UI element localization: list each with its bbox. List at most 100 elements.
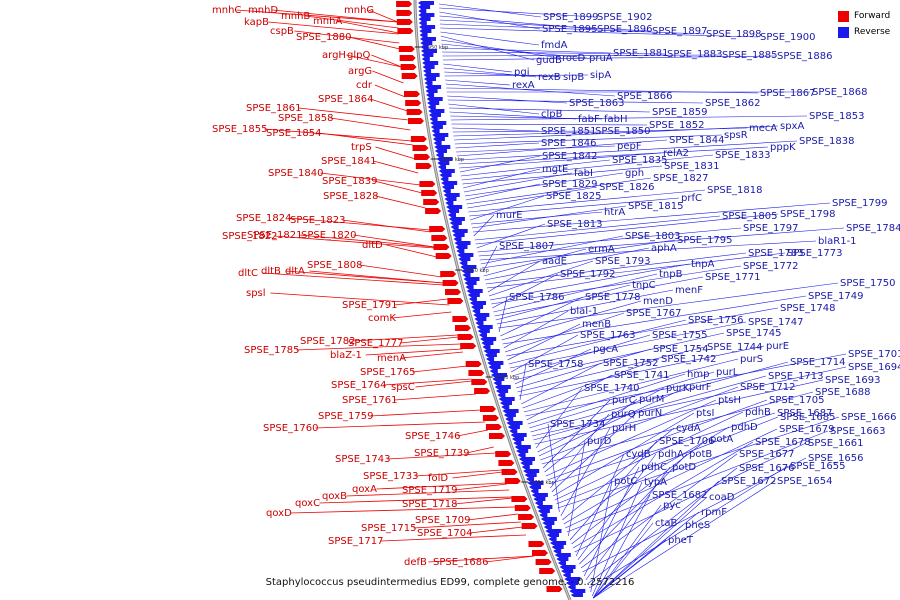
reverse-label-line: [554, 411, 744, 501]
reverse-feature: [470, 301, 486, 305]
gene-label-cydb: cydB: [626, 449, 651, 460]
gene-label-spse-1782: SPSE_1782: [300, 336, 356, 347]
reverse-label-line: [483, 248, 587, 277]
reverse-label-line: [592, 522, 654, 599]
gene-label-spse-1881: SPSE_1881: [613, 48, 669, 59]
forward-feature: [528, 541, 545, 547]
gene-label-spse-1886: SPSE_1886: [777, 51, 833, 62]
gene-label-purk: purK: [666, 383, 690, 394]
reverse-label-line: [481, 239, 676, 269]
tick-label-1800-kbp: 1800 kbp: [496, 375, 520, 381]
reverse-label-line: [531, 366, 847, 437]
tick-label-1900-kbp: 1900 kbp: [441, 157, 465, 163]
reverse-label-line: [566, 430, 829, 533]
reverse-feature: [418, 1, 434, 5]
reverse-feature: [445, 201, 454, 205]
gene-label-mgte: mgtE: [542, 164, 568, 175]
reverse-label-line: [458, 146, 769, 165]
gene-label-fabi: fabI: [574, 168, 593, 179]
reverse-label-line: [519, 363, 527, 401]
gene-label-spse-1756: SPSE_1756: [688, 315, 744, 326]
legend-entry-forward: Forward: [838, 8, 890, 24]
forward-feature: [532, 550, 548, 556]
reverse-label-line: [514, 348, 592, 385]
reverse-label-line: [523, 358, 739, 413]
gene-label-spsc: spsC: [391, 382, 415, 393]
gene-label-spse-1862: SPSE_1862: [705, 98, 761, 109]
gene-label-hmp: hmp: [687, 369, 709, 380]
reverse-label-line: [550, 413, 610, 489]
forward-label-line: [387, 452, 496, 460]
gene-label-spse-1897: SPSE_1897: [652, 26, 708, 37]
reverse-feature: [513, 441, 522, 445]
forward-feature: [465, 361, 482, 367]
reverse-label-line: [457, 140, 798, 161]
reverse-label-line: [444, 74, 589, 77]
gene-label-mnhb: mnhB: [281, 11, 310, 22]
gene-label-tnpa: tnpA: [691, 259, 715, 270]
reverse-label-line: [517, 346, 706, 393]
gene-label-pppk: pppK: [770, 142, 796, 153]
forward-label-line: [371, 54, 402, 68]
gene-label-kapb: kapB: [244, 17, 269, 28]
reverse-label-line: [547, 423, 560, 513]
gene-label-spse-1844: SPSE_1844: [669, 135, 725, 146]
reverse-feature: [427, 105, 436, 109]
gene-label-pota: potA: [710, 434, 733, 445]
reverse-feature: [461, 269, 474, 273]
gene-label-spse-1825: SPSE_1825: [546, 191, 602, 202]
forward-label-line: [386, 244, 437, 258]
gene-label-htra: htrA: [604, 207, 625, 218]
reverse-label-line: [526, 374, 613, 421]
reverse-feature: [454, 241, 471, 245]
gene-label-spse-1885: SPSE_1885: [722, 50, 778, 61]
reverse-feature: [436, 157, 453, 161]
forward-label-line: [368, 9, 398, 23]
gene-label-purh: purH: [612, 423, 636, 434]
reverse-feature: [487, 361, 504, 365]
gene-label-spse-1853: SPSE_1853: [809, 111, 865, 122]
gene-label-spse-1767: SPSE_1767: [626, 308, 682, 319]
forward-label-line: [413, 521, 522, 529]
reverse-feature: [481, 341, 494, 345]
reverse-label-line: [504, 312, 625, 353]
forward-feature: [406, 109, 423, 115]
forward-feature: [412, 145, 429, 151]
gene-label-spse-1778: SPSE_1778: [585, 292, 641, 303]
reverse-label-line: [560, 427, 611, 517]
forward-label-line: [352, 334, 459, 342]
reverse-label-line: [542, 399, 611, 469]
reverse-feature: [442, 185, 454, 189]
reverse-label-line: [440, 27, 759, 38]
gene-label-spse-1761: SPSE_1761: [342, 395, 398, 406]
reverse-label-line: [547, 399, 768, 481]
reverse-feature: [567, 585, 576, 589]
reverse-label-line: [541, 391, 814, 465]
reverse-label-line: [507, 323, 581, 361]
gene-label-sipb: sipB: [563, 72, 584, 83]
forward-feature: [423, 199, 440, 205]
gene-label-spse-1705: SPSE_1705: [769, 395, 825, 406]
gene-label-spse-1823: SPSE_1823: [290, 215, 346, 226]
gene-label-spse-1808: SPSE_1808: [307, 260, 363, 271]
gene-label-spsr: spsR: [724, 130, 748, 141]
gene-label-spse-1861: SPSE_1861: [246, 103, 302, 114]
reverse-feature: [429, 117, 438, 121]
gene-label-spse-1858: SPSE_1858: [278, 113, 334, 124]
gene-label-spse-1786: SPSE_1786: [509, 292, 565, 303]
gene-label-qoxc: qoxC: [295, 498, 320, 509]
reverse-label-line: [440, 31, 540, 46]
gene-label-spse-1793: SPSE_1793: [595, 256, 651, 267]
forward-feature: [539, 568, 556, 574]
gene-label-spse-1864: SPSE_1864: [318, 94, 374, 105]
gene-label-spse-1734: SPSE_1734: [550, 419, 606, 430]
reverse-label-line: [516, 348, 652, 389]
gene-label-pdhb: pdhB: [745, 407, 771, 418]
reverse-feature: [514, 445, 531, 449]
reverse-label-line: [538, 386, 688, 457]
reverse-label-line: [456, 139, 668, 157]
reverse-feature: [426, 97, 443, 101]
gene-label-rexa: rexA: [512, 80, 535, 91]
reverse-label-line: [533, 375, 767, 441]
reverse-feature: [446, 205, 463, 209]
